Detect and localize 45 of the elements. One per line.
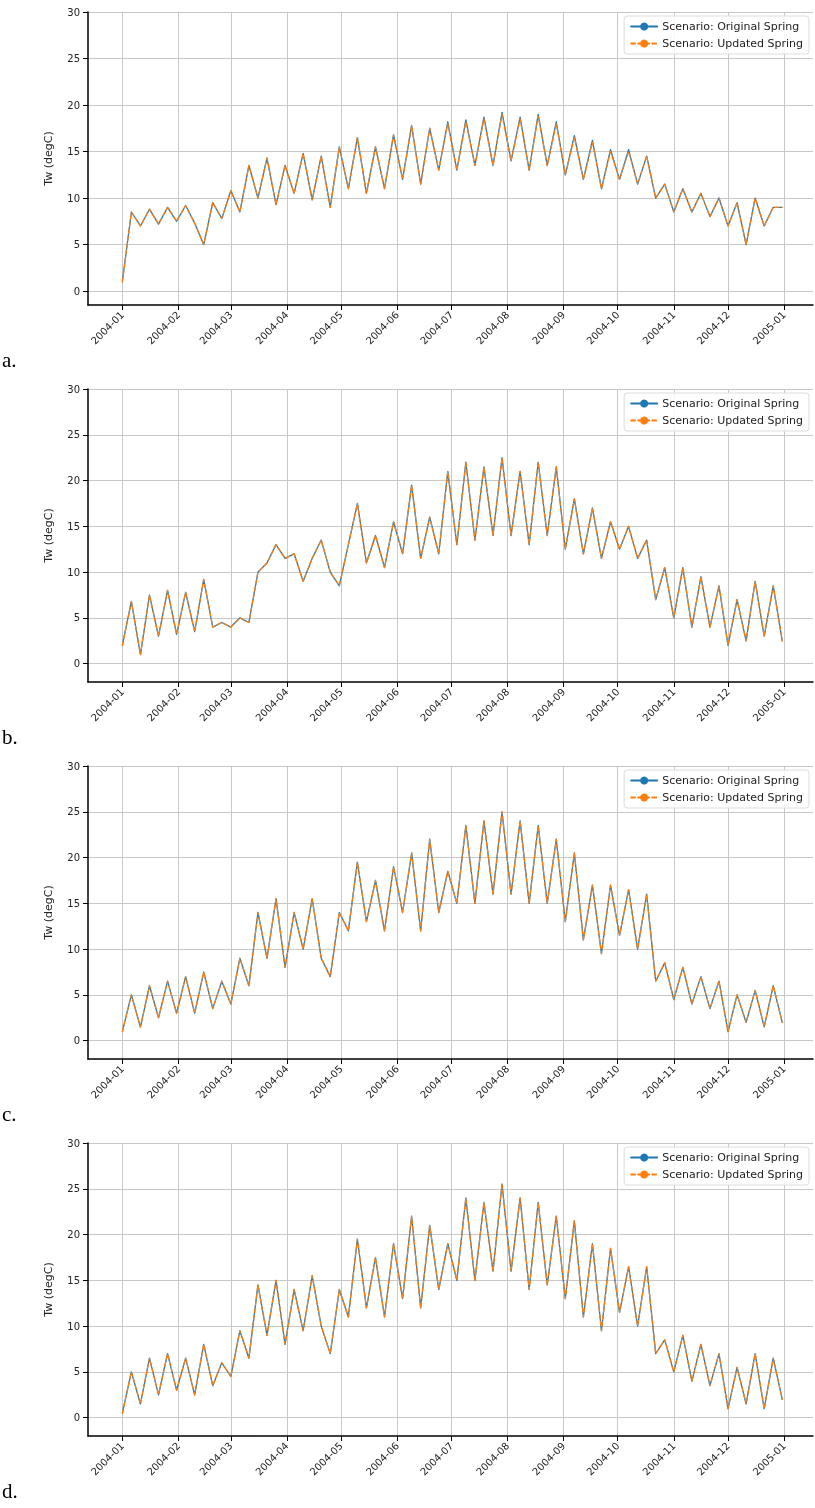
y-tick-label: 0 (73, 285, 80, 297)
y-tick-label: 10 (67, 1320, 80, 1332)
y-tick-label: 30 (67, 760, 80, 772)
y-tick-label: 30 (67, 1137, 80, 1149)
y-tick-label: 5 (73, 1366, 80, 1378)
y-tick-label: 10 (67, 943, 80, 955)
legend-label: Scenario: Updated Spring (662, 791, 804, 804)
text: b. (2, 725, 18, 750)
text: c. (2, 1102, 17, 1127)
y-tick-label: 5 (73, 989, 80, 1001)
y-tick-label: 0 (73, 1035, 80, 1047)
y-axis-title: Tw (degC) (42, 885, 55, 941)
y-tick-label: 20 (67, 475, 80, 487)
legend-label: Scenario: Original Spring (662, 397, 800, 410)
text: a. (2, 348, 17, 373)
y-axis-title: Tw (degC) (42, 131, 55, 187)
y-tick-label: 20 (67, 852, 80, 864)
y-tick-label: 15 (67, 520, 80, 532)
y-tick-label: 25 (67, 1183, 80, 1195)
y-tick-label: 25 (67, 53, 80, 65)
y-tick-label: 10 (67, 566, 80, 578)
y-axis-title: Tw (degC) (42, 1262, 55, 1318)
y-tick-label: 25 (67, 429, 80, 441)
legend-label: Scenario: Original Spring (662, 1151, 800, 1164)
y-tick-label: 20 (67, 1229, 80, 1241)
y-axis-title: Tw (degC) (42, 508, 55, 564)
legend-label: Scenario: Original Spring (662, 20, 800, 33)
y-tick-label: 10 (67, 192, 80, 204)
y-tick-label: 15 (67, 1274, 80, 1286)
legend-label: Scenario: Updated Spring (662, 1168, 804, 1181)
legend-label: Scenario: Original Spring (662, 774, 800, 787)
y-tick-label: 15 (67, 897, 80, 909)
y-tick-label: 30 (67, 6, 80, 18)
y-tick-label: 20 (67, 99, 80, 111)
y-tick-label: 5 (73, 612, 80, 624)
y-tick-label: 5 (73, 239, 80, 251)
y-tick-label: 30 (67, 383, 80, 395)
line-series (121, 457, 783, 656)
text: d. (2, 1479, 18, 1504)
y-tick-label: 0 (73, 1412, 80, 1424)
y-tick-label: 0 (73, 658, 80, 670)
legend-label: Scenario: Updated Spring (662, 37, 804, 50)
legend-label: Scenario: Updated Spring (662, 414, 804, 427)
y-tick-label: 25 (67, 806, 80, 818)
y-tick-label: 15 (67, 146, 80, 158)
